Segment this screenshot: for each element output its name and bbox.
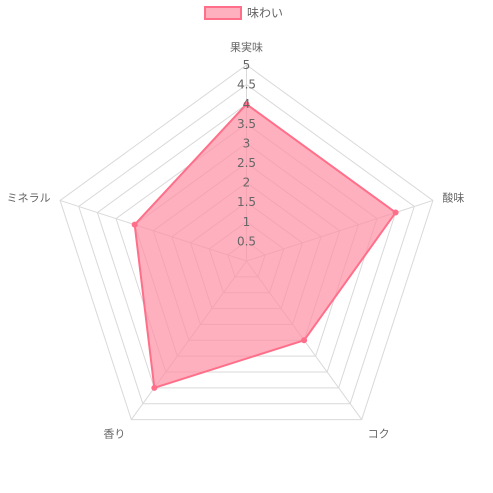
axis-label: 香り bbox=[103, 428, 125, 441]
tick-label: 3.5 bbox=[237, 117, 256, 131]
data-point bbox=[131, 221, 138, 228]
legend-label: 味わい bbox=[247, 6, 283, 20]
tick-label: 0.5 bbox=[237, 234, 256, 248]
legend: 味わい bbox=[204, 6, 283, 20]
tick-label: 1 bbox=[243, 215, 251, 229]
data-point bbox=[392, 209, 399, 216]
tick-label: 5 bbox=[243, 58, 251, 72]
tick-label: 4.5 bbox=[237, 78, 256, 92]
axis-label: ミネラル bbox=[7, 191, 51, 204]
tick-labels: 0.5 1 1.5 2 2.5 3 3.5 4 4.5 5 bbox=[237, 58, 256, 248]
tick-label: 2.5 bbox=[237, 156, 256, 170]
series-points bbox=[131, 101, 399, 391]
data-point bbox=[243, 101, 250, 108]
legend-swatch bbox=[204, 6, 242, 20]
tick-label: 4 bbox=[243, 97, 251, 111]
axis-label: コク bbox=[368, 428, 390, 441]
grid-ring bbox=[59, 64, 434, 421]
data-point bbox=[151, 384, 158, 391]
data-point bbox=[301, 337, 308, 344]
grid-ring bbox=[78, 83, 415, 405]
series-area bbox=[133, 103, 397, 389]
axis-label: 酸味 bbox=[442, 190, 464, 204]
tick-label: 2 bbox=[243, 176, 251, 190]
tick-label: 1.5 bbox=[237, 195, 256, 209]
axis-label: 果実味 bbox=[230, 40, 263, 54]
tick-label: 3 bbox=[243, 136, 251, 150]
